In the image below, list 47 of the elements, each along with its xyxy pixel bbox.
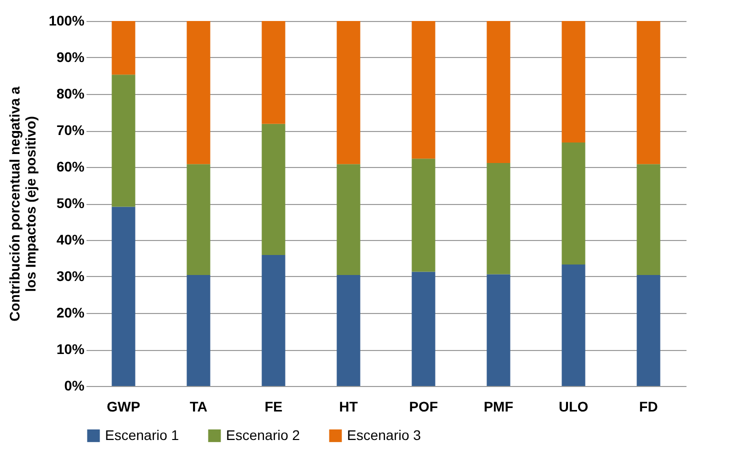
bar — [412, 21, 436, 159]
bar — [262, 21, 286, 124]
x-tick-label: PMF — [484, 398, 514, 414]
bar — [636, 275, 660, 386]
y-axis-title: Contribución porcentual negativa a los Impactos (eje positivo) — [6, 86, 39, 322]
y-tick-label: 30% — [56, 268, 86, 284]
bar — [636, 164, 660, 276]
x-tick-label: GWP — [106, 398, 140, 414]
bar — [112, 74, 136, 207]
x-tick-label: ULO — [558, 398, 588, 414]
x-tick-label: FD — [639, 398, 658, 414]
legend-label: Escenario 2 — [226, 426, 300, 443]
bar — [186, 164, 210, 276]
legend-label: Escenario 1 — [105, 426, 180, 443]
legend-label: Escenario 3 — [347, 426, 422, 443]
bar — [112, 21, 136, 75]
bar — [636, 21, 660, 164]
y-tick-label: 10% — [56, 341, 86, 357]
y-tick-label: 60% — [56, 158, 86, 174]
bar — [112, 206, 136, 386]
y-tick-label: 70% — [56, 122, 86, 138]
bar — [486, 162, 510, 274]
bar — [262, 124, 286, 255]
bar — [336, 275, 360, 386]
y-tick-label: 0% — [64, 378, 86, 394]
x-tick-label: HT — [339, 398, 358, 414]
bar — [262, 254, 286, 386]
bar — [336, 164, 360, 276]
y-tick-label: 40% — [56, 232, 86, 248]
bar — [412, 272, 436, 386]
bar — [562, 21, 586, 143]
x-tick-label: FE — [264, 398, 282, 414]
x-tick-label: TA — [190, 398, 208, 414]
bar — [336, 21, 360, 164]
bar — [186, 21, 210, 164]
y-tick-label: 80% — [56, 86, 86, 102]
y-tick-label: 90% — [56, 49, 86, 65]
bar — [486, 21, 510, 163]
x-tick-label: POF — [409, 398, 438, 414]
bar — [412, 158, 436, 272]
y-tick-label: 50% — [56, 195, 86, 211]
y-tick-label: 100% — [48, 12, 86, 28]
bar — [562, 142, 586, 264]
bar — [486, 274, 510, 386]
bar — [186, 275, 210, 386]
bar — [562, 264, 586, 386]
y-tick-label: 20% — [56, 304, 86, 320]
